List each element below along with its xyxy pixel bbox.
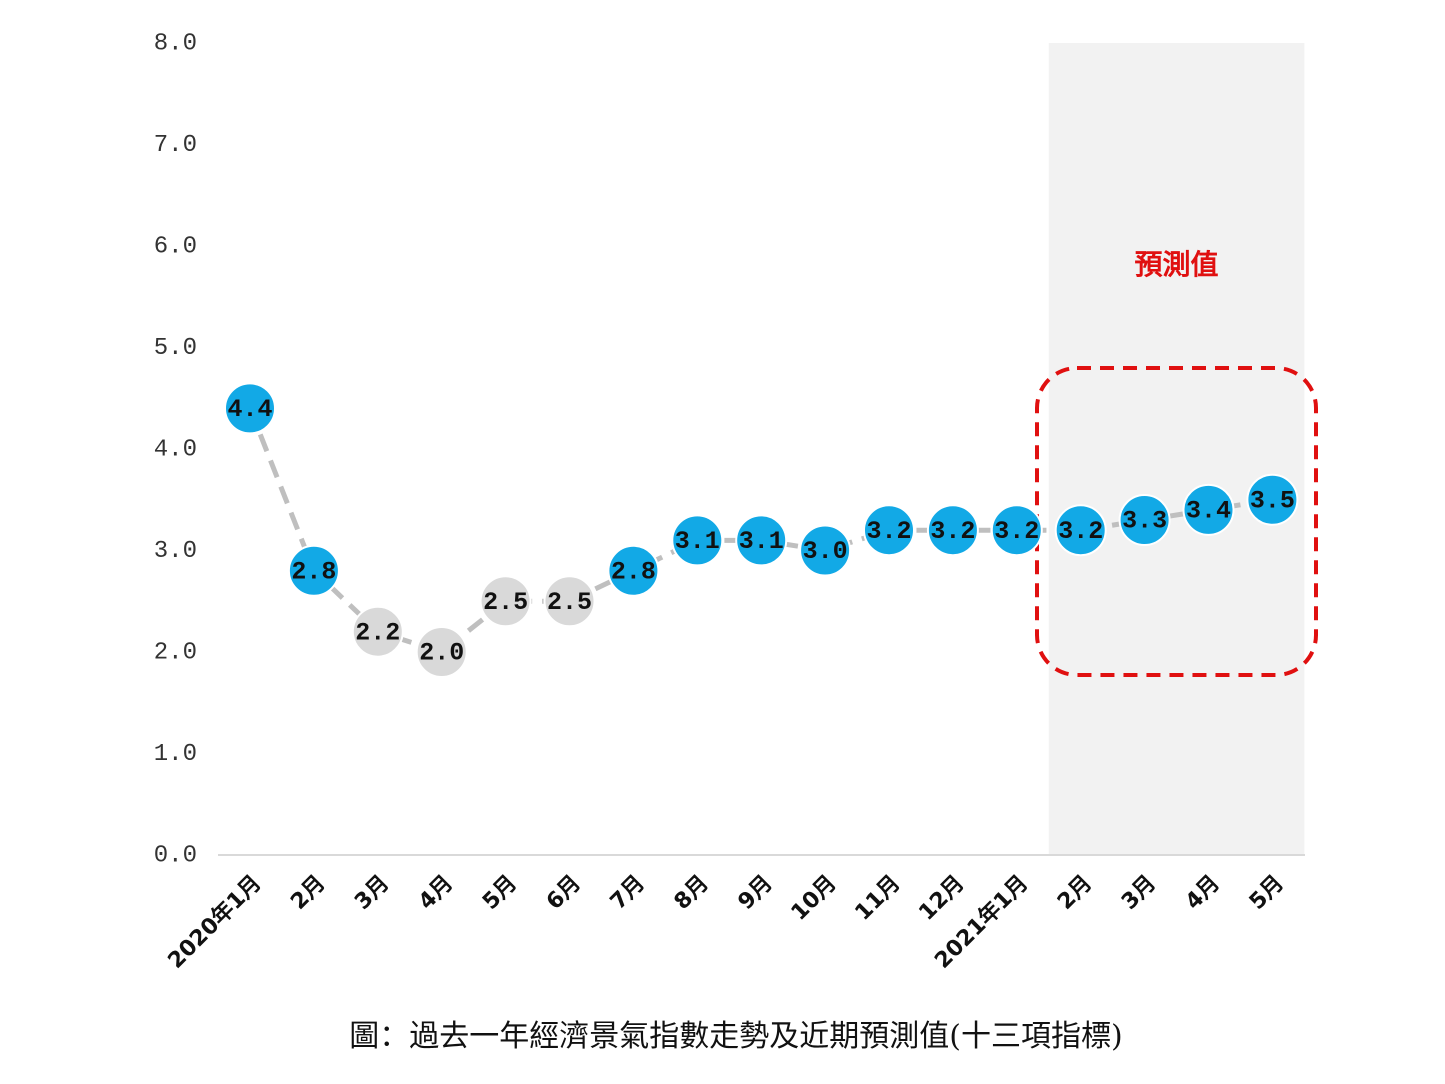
data-label: 2.8 [291,557,336,586]
data-label: 3.2 [866,517,911,546]
y-tick-label: 4.0 [154,436,197,463]
data-label: 3.1 [739,527,784,556]
point [543,575,596,628]
point [1118,494,1171,547]
point [607,544,660,597]
y-tick-label: 6.0 [154,233,197,260]
y-tick-label: 7.0 [154,132,197,159]
forecast-region [1048,43,1305,855]
y-tick-label: 2.0 [154,639,197,666]
point [926,504,979,557]
y-tick-label: 0.0 [154,842,197,869]
x-tick-label: 4月 [414,871,458,915]
data-label: 3.4 [1186,497,1231,526]
point [415,626,468,678]
y-tick-label: 8.0 [154,30,197,57]
data-label: 3.0 [803,537,848,566]
x-tick-label: 4月 [1181,871,1225,915]
point [1182,483,1235,536]
data-label: 4.4 [227,395,272,424]
x-tick-label: 12月 [914,871,969,926]
data-label: 3.3 [1122,507,1167,536]
x-tick-label: 2月 [1053,871,1097,915]
data-label: 2.8 [611,557,656,586]
point [799,524,852,577]
data-label: 2.5 [483,588,528,617]
y-tick-label: 5.0 [154,335,197,362]
x-tick-label: 10月 [787,871,842,926]
data-label: 2.2 [355,618,400,647]
x-tick-label: 3月 [350,871,394,915]
caption: 圖：過去一年經濟景氣指數走勢及近期預測值(十三項指標) [349,1019,1122,1054]
data-label: 2.5 [547,588,592,617]
x-tick-label: 5月 [478,871,522,915]
data-label: 3.2 [994,517,1039,546]
data-label: 2.0 [419,639,464,668]
point [479,575,532,628]
data-label: 3.2 [1058,517,1103,546]
x-tick-label: 7月 [606,871,650,915]
x-tick-label: 2月 [286,871,330,915]
point [671,514,724,567]
x-tick-label: 2020年1月 [163,870,267,974]
point [224,382,276,435]
data-label: 3.1 [675,527,720,556]
data-label: 3.5 [1250,486,1295,515]
point [863,504,915,557]
x-tick-label: 11月 [851,871,906,926]
x-tick-label: 6月 [542,871,586,915]
x-tick-label: 8月 [670,871,714,915]
point [1246,473,1299,526]
point [351,605,404,658]
forecast-label: 預測值 [1135,248,1219,281]
point [990,504,1043,557]
y-tick-label: 1.0 [154,741,197,768]
x-tick-label: 3月 [1117,871,1161,915]
y-tick-label: 3.0 [154,538,197,565]
point [287,544,340,597]
x-tick-label: 5月 [1245,871,1289,915]
data-label: 3.2 [930,517,975,546]
point [1054,504,1107,557]
point [735,514,788,567]
x-tick-label: 9月 [734,871,778,915]
